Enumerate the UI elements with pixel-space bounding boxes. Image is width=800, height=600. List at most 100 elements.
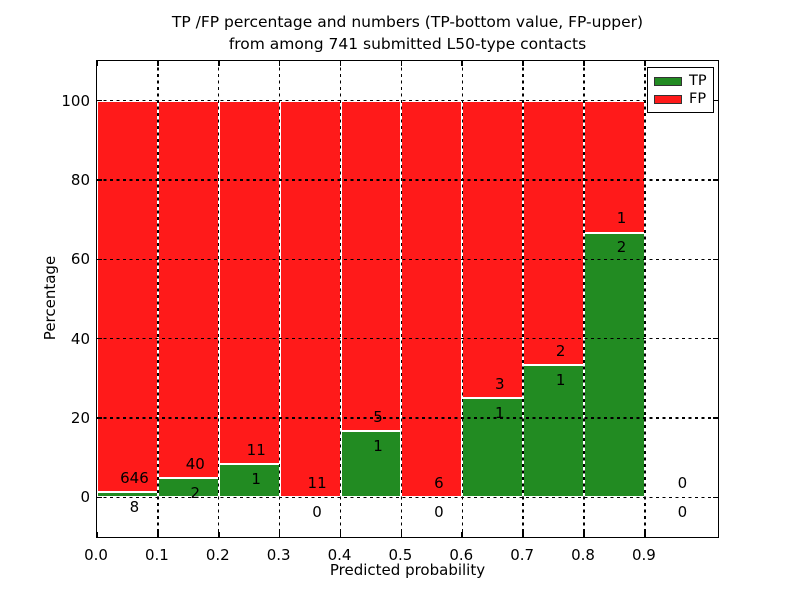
- grid-line-vertical: [583, 61, 585, 537]
- annotation-fp-count: 1: [616, 209, 627, 228]
- fp-color-swatch: [654, 94, 682, 104]
- x-tick-label: 0.8: [571, 546, 595, 564]
- x-tick-mark-top: [461, 61, 464, 66]
- grid-line-vertical: [400, 61, 403, 537]
- bar-segment-fp: [401, 100, 463, 498]
- y-tick-mark: [97, 337, 102, 340]
- annotation-fp-count: 646: [120, 469, 149, 488]
- annotation-fp-count: 2: [555, 341, 566, 360]
- x-tick-mark: [400, 532, 403, 537]
- y-tick-label: 20: [70, 409, 90, 427]
- annotation-fp-count: 11: [246, 440, 266, 459]
- y-tick-label: 80: [70, 171, 90, 189]
- x-tick-label: 0.6: [449, 546, 474, 564]
- legend: TP FP: [647, 67, 714, 113]
- bar-segment-fp: [340, 100, 402, 432]
- x-tick-mark-top: [644, 61, 646, 66]
- annotation-tp-count: 0: [434, 502, 444, 521]
- annotation-fp-count: 0: [677, 473, 688, 492]
- x-tick-label: 0.2: [205, 546, 230, 564]
- grid-line-horizontal: [97, 417, 718, 419]
- annotation-tp-count: 2: [190, 483, 201, 502]
- bar-segment-tp: [462, 398, 524, 498]
- bar-segment-fp: [523, 100, 585, 366]
- grid-line-vertical: [278, 61, 281, 537]
- y-tick-label: 40: [70, 329, 90, 348]
- grid-line-vertical: [218, 61, 220, 537]
- y-tick-label: 60: [70, 250, 90, 269]
- bar-segment-fp: [218, 100, 280, 465]
- y-tick-mark-right: [713, 417, 718, 419]
- y-tick-mark: [97, 496, 102, 499]
- x-tick-mark: [96, 532, 98, 537]
- y-tick-mark: [97, 179, 102, 181]
- y-tick-mark-right: [713, 99, 718, 102]
- x-tick-mark: [157, 532, 159, 537]
- annotation-tp-count: 1: [494, 403, 505, 422]
- grid-line-horizontal: [97, 337, 718, 340]
- annotation-tp-count: 2: [616, 238, 627, 257]
- bar-segment-fp: [584, 100, 645, 233]
- annotation-fp-count: 5: [373, 407, 383, 426]
- x-tick-mark: [522, 532, 524, 537]
- chart-title: TP /FP percentage and numbers (TP-bottom…: [96, 11, 719, 55]
- y-tick-label: 100: [61, 91, 90, 110]
- x-tick-mark-top: [217, 61, 220, 66]
- grid-line-horizontal: [97, 99, 718, 102]
- x-tick-mark: [583, 532, 585, 537]
- x-tick-mark: [278, 532, 281, 537]
- grid-line-vertical: [522, 61, 524, 537]
- bar-segment-fp: [97, 100, 158, 493]
- y-tick-mark-right: [713, 496, 718, 499]
- x-tick-mark: [339, 532, 342, 537]
- grid-line-horizontal: [97, 496, 718, 499]
- y-tick-mark: [97, 417, 102, 419]
- grid-line-horizontal: [97, 179, 718, 181]
- bar-segment-tp: [340, 431, 402, 498]
- x-tick-label: 0.4: [327, 546, 352, 564]
- y-axis-label: Percentage: [41, 255, 59, 341]
- x-tick-mark: [217, 532, 220, 537]
- x-tick-label: 0.1: [144, 546, 169, 564]
- bar-segment-fp: [157, 100, 219, 479]
- plot-area: [96, 60, 719, 538]
- grid-line-vertical: [339, 61, 342, 537]
- bar-segment-tp: [523, 365, 585, 498]
- x-tick-label: 0.9: [632, 546, 656, 564]
- bar-segment-tp: [584, 232, 645, 498]
- annotation-tp-count: 1: [555, 370, 566, 389]
- grid-line-vertical: [157, 61, 159, 537]
- y-tick-label: 0: [80, 488, 90, 507]
- annotation-fp-count: 6: [434, 473, 444, 492]
- x-tick-mark-top: [278, 61, 281, 66]
- x-tick-mark-top: [157, 61, 159, 66]
- x-tick-mark-top: [400, 61, 403, 66]
- x-tick-mark: [644, 532, 646, 537]
- legend-item-fp: FP: [654, 92, 707, 106]
- annotation-tp-count: 0: [677, 502, 688, 521]
- y-tick-mark-right: [713, 179, 718, 181]
- x-tick-mark: [461, 532, 464, 537]
- x-tick-mark-top: [522, 61, 524, 66]
- tp-color-swatch: [654, 76, 682, 86]
- grid-line-horizontal: [97, 258, 718, 261]
- bar-segment-tp: [218, 464, 280, 498]
- annotation-tp-count: 0: [312, 502, 322, 521]
- y-tick-mark: [97, 99, 102, 102]
- y-tick-mark: [97, 258, 102, 261]
- x-tick-label: 0.3: [266, 546, 291, 564]
- bar-segment-fp: [462, 100, 524, 399]
- x-tick-label: 0.0: [84, 546, 108, 564]
- grid-line-vertical: [644, 61, 646, 537]
- legend-label-fp: FP: [689, 91, 707, 107]
- x-tick-label: 0.7: [510, 546, 535, 564]
- bar-segment-tp: [157, 478, 219, 498]
- grid-line-vertical: [461, 61, 463, 537]
- y-tick-mark-right: [713, 337, 718, 340]
- x-tick-mark-top: [339, 61, 342, 66]
- y-tick-mark-right: [713, 258, 718, 261]
- x-tick-mark-top: [583, 61, 585, 66]
- annotation-tp-count: 8: [129, 497, 140, 516]
- chart-title-line2: from among 741 submitted L50-type contac…: [228, 35, 587, 53]
